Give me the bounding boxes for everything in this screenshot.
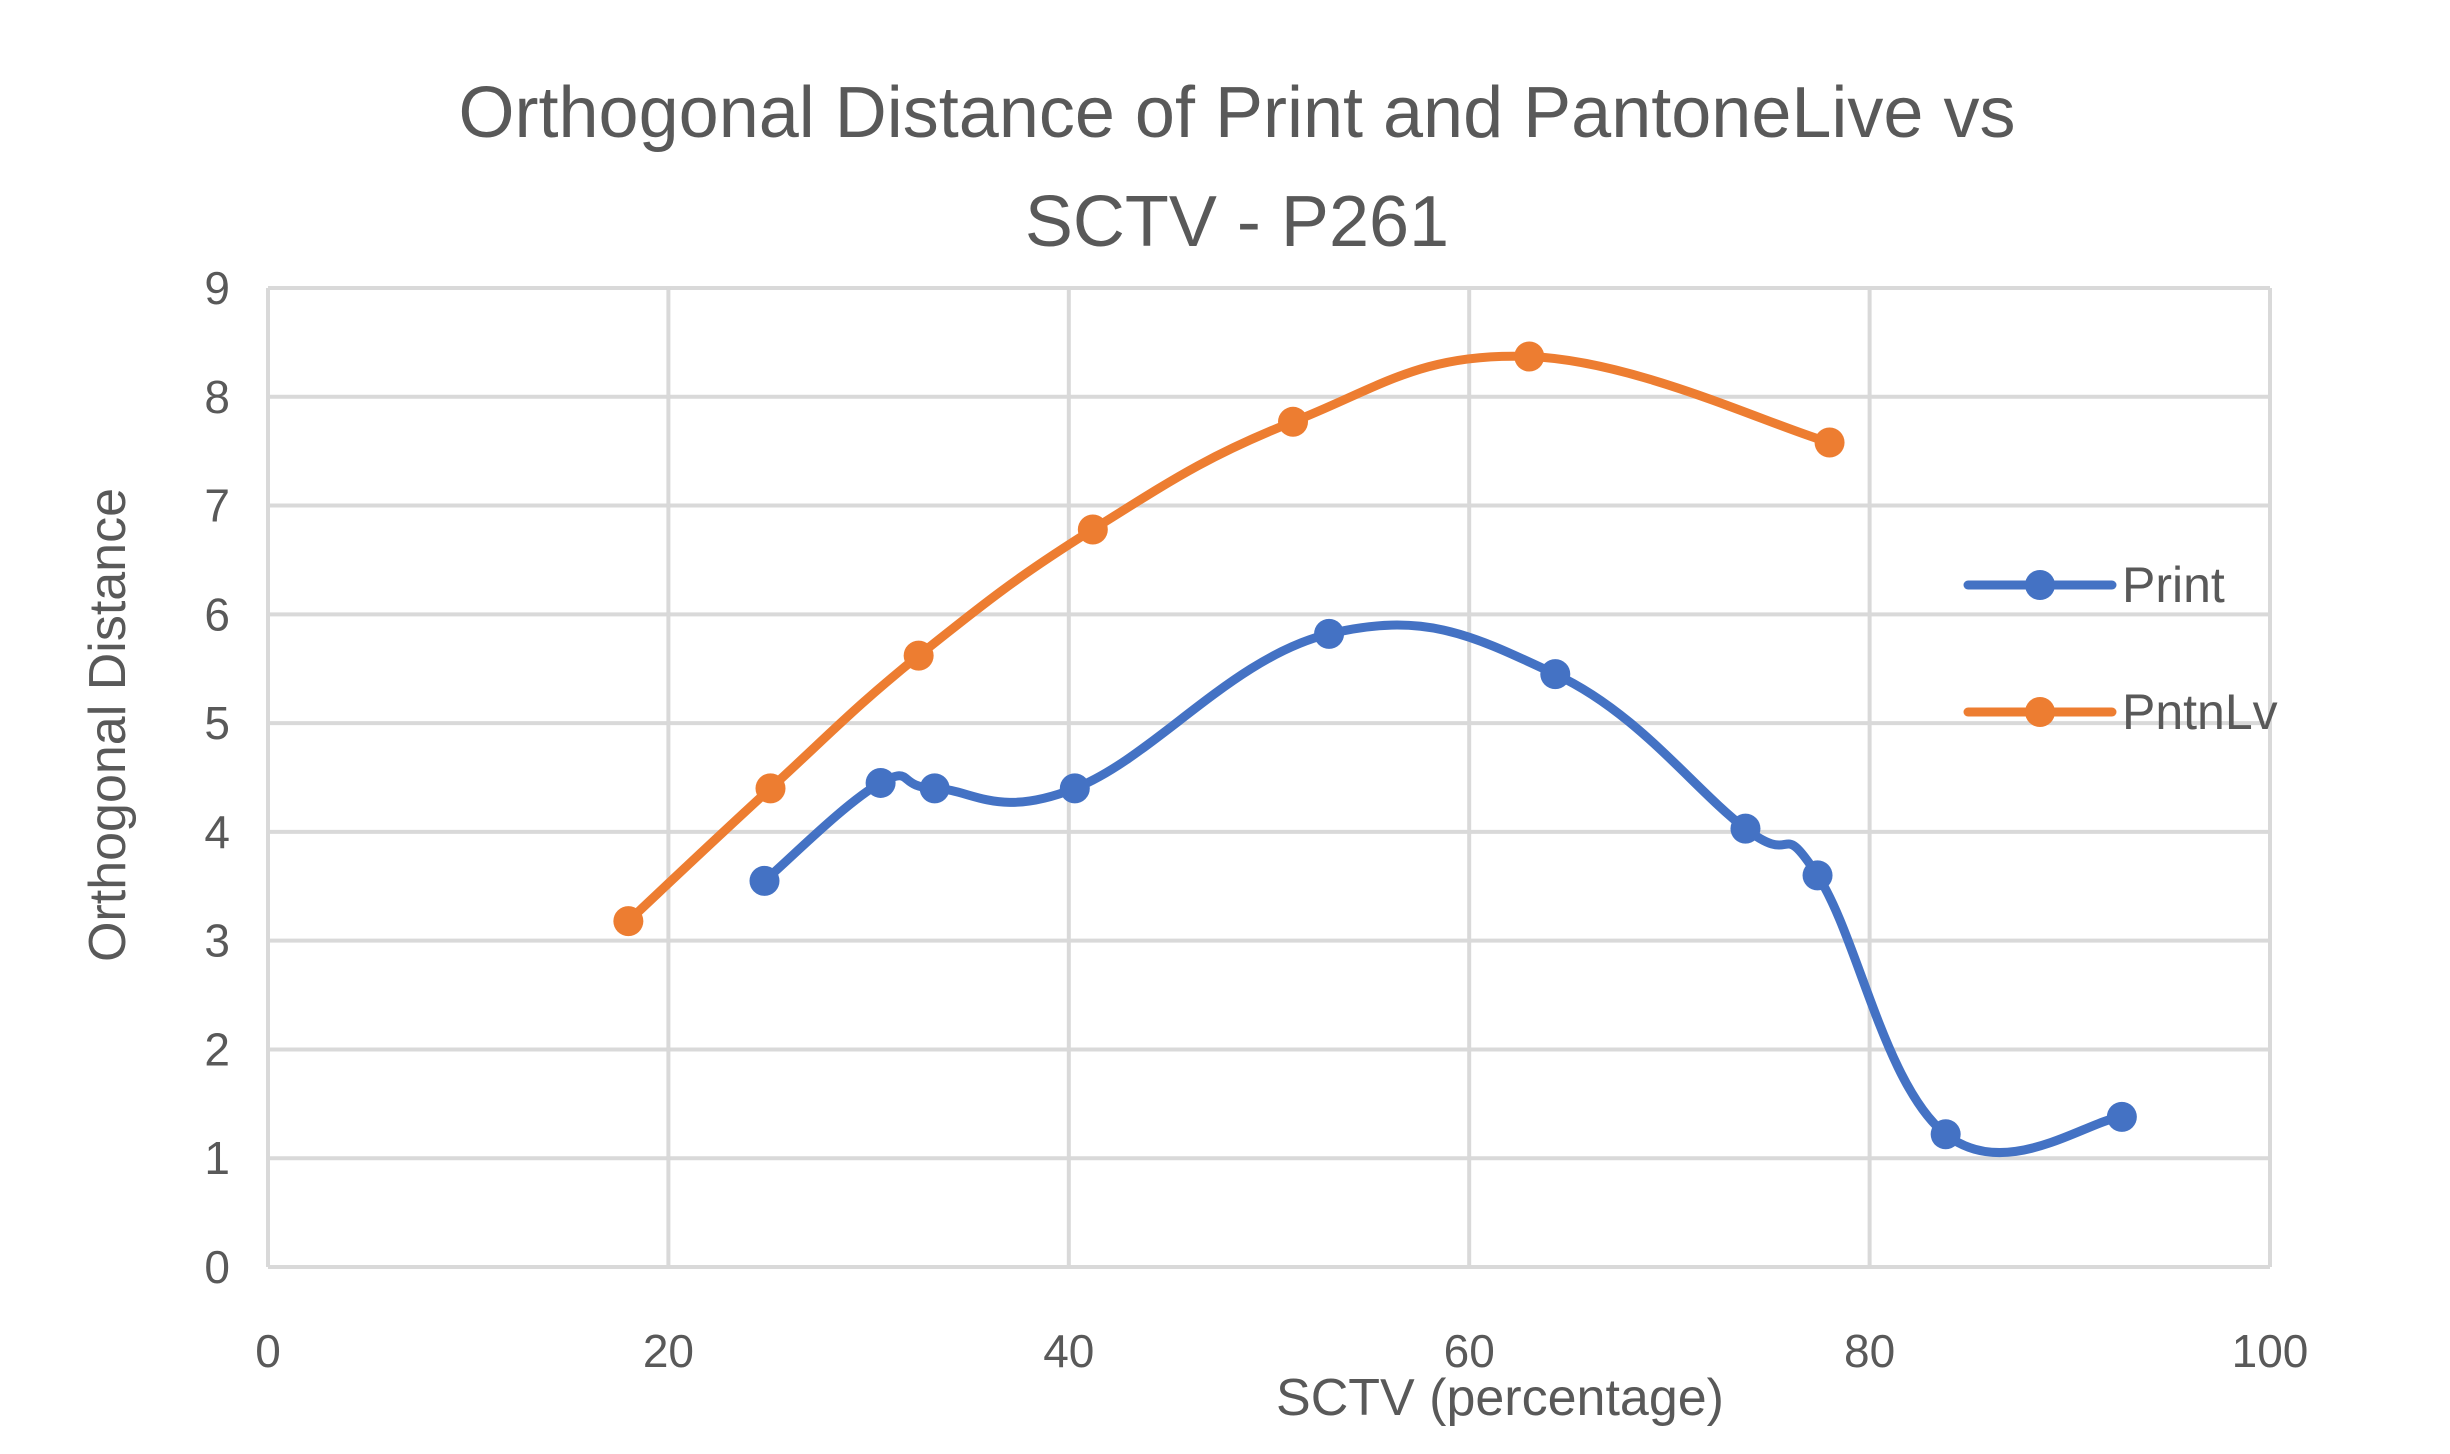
legend-label-pntnlv: PntnLv [2122,684,2278,740]
data-point-print [1540,659,1571,690]
series [613,341,2137,1158]
gridlines [268,286,2272,1267]
data-point-print [1314,618,1345,649]
data-point-print [865,767,896,798]
data-point-print [1802,860,1833,891]
x-tick-labels: 0 20 40 60 80 100 [255,1325,2308,1377]
y-tick-label: 5 [204,697,230,749]
data-point-print [1730,813,1761,844]
chart-title-line-2: SCTV - P261 [1025,182,1449,262]
y-tick-label: 4 [204,806,230,858]
legend-marker-print [2025,570,2055,600]
legend-item-pntnlv: PntnLv [1963,684,2278,740]
chart-title-line-1: Orthogonal Distance of Print and Pantone… [459,73,2016,153]
data-point-pntnlv [1077,514,1108,545]
data-point-print [1930,1119,1961,1150]
x-axis-title: SCTV (percentage) [1276,1369,1724,1427]
x-tick-label: 20 [643,1325,694,1377]
series-print [749,618,2137,1158]
data-point-pntnlv [755,773,786,804]
data-point-pntnlv [903,640,934,671]
series-pntnlv [613,341,1845,937]
x-tick-label: 0 [255,1325,281,1377]
y-tick-labels: 0 1 2 3 4 5 6 7 8 9 [204,262,230,1293]
data-point-pntnlv [1514,341,1545,372]
x-tick-label: 60 [1444,1325,1495,1377]
y-tick-label: 7 [204,480,230,532]
y-tick-label: 2 [204,1023,230,1075]
x-tick-label: 100 [2232,1325,2309,1377]
data-point-print [2106,1101,2137,1132]
legend-label-print: Print [2122,557,2225,613]
y-tick-label: 9 [204,262,230,314]
y-tick-label: 8 [204,371,230,423]
y-tick-label: 1 [204,1132,230,1184]
data-point-pntnlv [613,906,644,937]
x-tick-label: 80 [1844,1325,1895,1377]
y-tick-label: 6 [204,588,230,640]
y-tick-label: 0 [204,1241,230,1293]
chart-title: Orthogonal Distance of Print and Pantone… [459,73,2016,262]
legend-marker-pntnlv [2025,697,2055,727]
data-point-pntnlv [1278,406,1309,437]
y-tick-label: 3 [204,915,230,967]
legend: Print PntnLv [1963,557,2278,740]
data-point-print [919,773,950,804]
y-axis-title: Orthogonal Distance [79,488,137,962]
x-tick-label: 40 [1043,1325,1094,1377]
data-point-pntnlv [1814,427,1845,458]
axes [266,288,2270,1269]
series-line-print [759,620,2127,1158]
legend-item-print: Print [1963,557,2225,613]
data-point-print [1059,773,1090,804]
data-point-print [749,865,780,896]
